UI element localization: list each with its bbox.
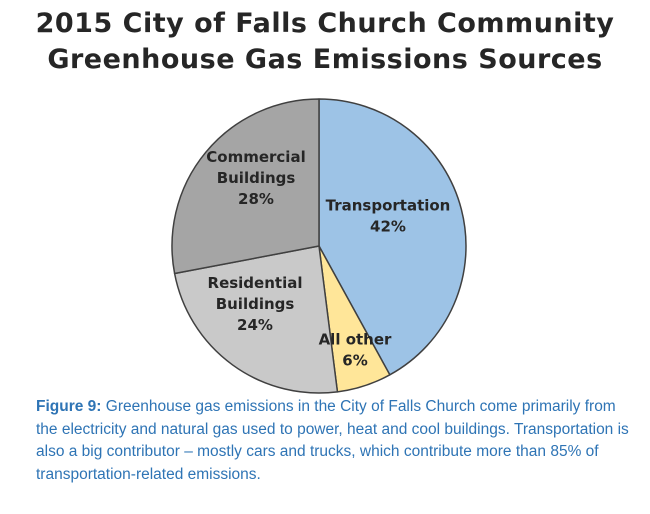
slice-label-line: 24% — [237, 316, 273, 334]
chart-title: 2015 City of Falls Church Community Gree… — [0, 6, 650, 78]
slice-label-commercial: Commercial Buildings 28% — [206, 148, 305, 208]
chart-title-line-1: 2015 City of Falls Church Community — [35, 8, 615, 39]
slice-label-line: Commercial — [206, 148, 305, 166]
figure-caption: Figure 9: Greenhouse gas emissions in th… — [36, 396, 640, 486]
slice-label-line: All other — [319, 331, 392, 349]
slice-label-transportation: Transportation 42% — [326, 197, 451, 236]
slice-label-all-other: All other 6% — [319, 331, 392, 370]
chart-title-line-2: Greenhouse Gas Emissions Sources — [47, 44, 603, 75]
slice-label-line: 42% — [370, 218, 406, 236]
slice-label-line: Buildings — [216, 295, 295, 313]
pie-chart: Transportation 42% All other 6% Residential B… — [171, 98, 467, 394]
caption-label: Figure 9: — [36, 398, 102, 415]
pie-slice-commercial — [171, 98, 320, 275]
caption-text: Greenhouse gas emissions in the City of … — [36, 398, 629, 483]
slice-label-line: Residential — [208, 274, 303, 292]
pie-slice-residential — [173, 245, 339, 394]
slice-label-residential: Residential Buildings 24% — [208, 274, 303, 334]
slice-label-line: Transportation — [326, 197, 451, 215]
slice-label-line: 6% — [342, 352, 367, 370]
pie-slice-transportation — [318, 98, 467, 376]
slice-label-line: 28% — [238, 190, 274, 208]
slice-label-line: Buildings — [217, 169, 296, 187]
